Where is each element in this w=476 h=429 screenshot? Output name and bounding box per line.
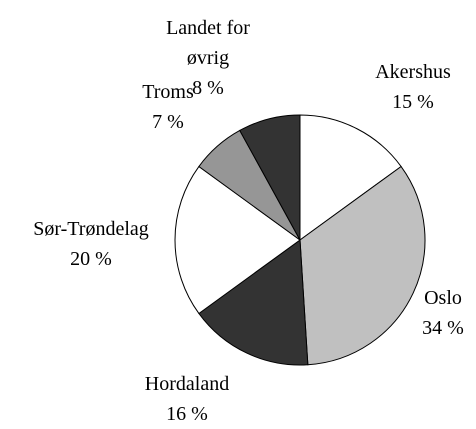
category-label: Akershus [375,61,451,83]
slice-label: Sør-Trøndelag 20 % [6,214,176,274]
slice-label: Landet for øvrig 8 % [153,13,263,103]
pie-slice [299,114,402,241]
value-label: 8 % [192,77,224,99]
category-label: Oslo [424,287,462,309]
category-label: Landet for øvrig [166,17,250,69]
value-label: 15 % [392,91,434,113]
value-label: 7 % [152,111,184,133]
category-label: Troms [142,81,194,103]
slice-label: Oslo 34 % [403,283,476,343]
pie-slice [239,114,301,241]
slice-label: Troms 7 % [128,77,208,137]
value-label: 20 % [70,248,112,270]
pie-slice [198,239,309,366]
category-label: Sør-Trøndelag [33,218,149,240]
category-label: Hordaland [144,373,230,395]
value-label: 34 % [422,317,464,339]
pie-slice [299,165,426,366]
slice-label: Akershus 15 % [348,57,476,117]
pie-slice [174,165,301,315]
slice-label: Hordaland 16 % [117,369,257,429]
value-label: 16 % [166,403,208,425]
